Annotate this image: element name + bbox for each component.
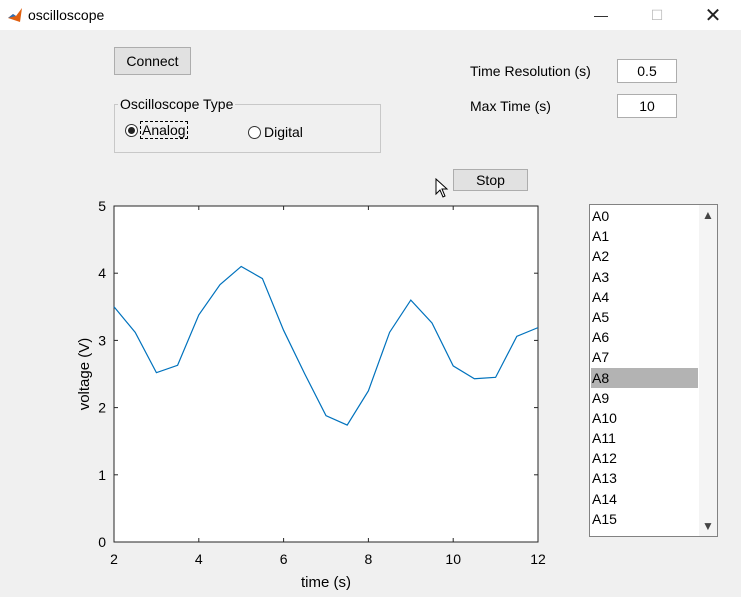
channel-listbox[interactable]: A0 A1 A2 A3 A4 A5 A6 A7 A8 A9 A10 A11 A12 A13 A14 A15 ▲… (589, 204, 718, 537)
matlab-logo-icon (8, 8, 22, 22)
maximize-button[interactable]: ☐ (650, 6, 664, 23)
channel-item[interactable]: A4 (592, 288, 610, 305)
x-tick-label: 6 (280, 551, 288, 567)
channel-item[interactable]: A9 (592, 389, 610, 406)
channel-item[interactable]: A2 (592, 248, 610, 265)
channel-item[interactable]: A15 (592, 510, 617, 527)
oscilloscope-type-group (114, 104, 381, 153)
title-bar: oscilloscope — ☐ ✕ (0, 0, 741, 30)
minimize-button[interactable]: — (594, 7, 608, 23)
y-tick-label: 5 (98, 198, 106, 214)
x-tick-label: 10 (445, 551, 461, 567)
channel-item[interactable]: A5 (592, 308, 610, 325)
group-title: Oscilloscope Type (118, 96, 236, 112)
radio-unchecked-icon (248, 125, 261, 139)
mouse-pointer-icon (435, 178, 449, 198)
scroll-down-icon[interactable]: ▼ (702, 519, 714, 533)
radio-analog-label: Analog (140, 121, 188, 139)
channel-item[interactable]: A13 (592, 470, 617, 487)
y-tick-label: 1 (98, 467, 106, 483)
x-axis-label: time (s) (301, 574, 351, 591)
channel-item[interactable]: A7 (592, 349, 610, 366)
y-tick-label: 3 (98, 332, 106, 348)
channel-item[interactable]: A14 (592, 490, 617, 507)
channel-item[interactable]: A10 (592, 409, 617, 426)
radio-digital[interactable]: Digital (248, 124, 303, 140)
time-resolution-label: Time Resolution (s) (470, 63, 591, 79)
x-tick-label: 8 (365, 551, 373, 567)
channel-list: A0 A1 A2 A3 A4 A5 A6 A7 A8 A9 A10 A11 A12 A13 A14 A15 (591, 206, 698, 529)
close-button[interactable]: ✕ (704, 4, 722, 27)
scroll-up-icon[interactable]: ▲ (702, 208, 714, 222)
scrollbar[interactable]: ▲ ▼ (699, 205, 717, 536)
y-tick-label: 4 (98, 265, 106, 281)
plot-area[interactable] (113, 205, 539, 543)
stop-button[interactable]: Stop (453, 169, 528, 191)
channel-item[interactable]: A3 (592, 268, 610, 285)
connect-button[interactable]: Connect (114, 47, 191, 75)
y-tick-label: 0 (98, 534, 106, 550)
radio-analog[interactable]: Analog (125, 121, 188, 139)
y-tick-label: 2 (98, 400, 106, 416)
x-tick-label: 2 (110, 551, 118, 567)
channel-item[interactable]: A8 (591, 367, 698, 388)
max-time-input[interactable] (617, 94, 677, 118)
x-tick-label: 12 (530, 551, 546, 567)
channel-item[interactable]: A0 (592, 208, 610, 224)
window-title: oscilloscope (28, 7, 105, 23)
y-axis-label: voltage (V) (76, 338, 93, 411)
channel-item[interactable]: A12 (592, 450, 617, 467)
max-time-label: Max Time (s) (470, 98, 551, 114)
channel-item[interactable]: A11 (592, 430, 616, 447)
channel-item[interactable]: A1 (592, 228, 610, 245)
x-tick-label: 4 (195, 551, 203, 567)
time-resolution-input[interactable] (617, 59, 677, 83)
radio-checked-icon (125, 123, 138, 137)
channel-item[interactable]: A6 (592, 329, 610, 346)
radio-digital-label: Digital (264, 124, 303, 140)
